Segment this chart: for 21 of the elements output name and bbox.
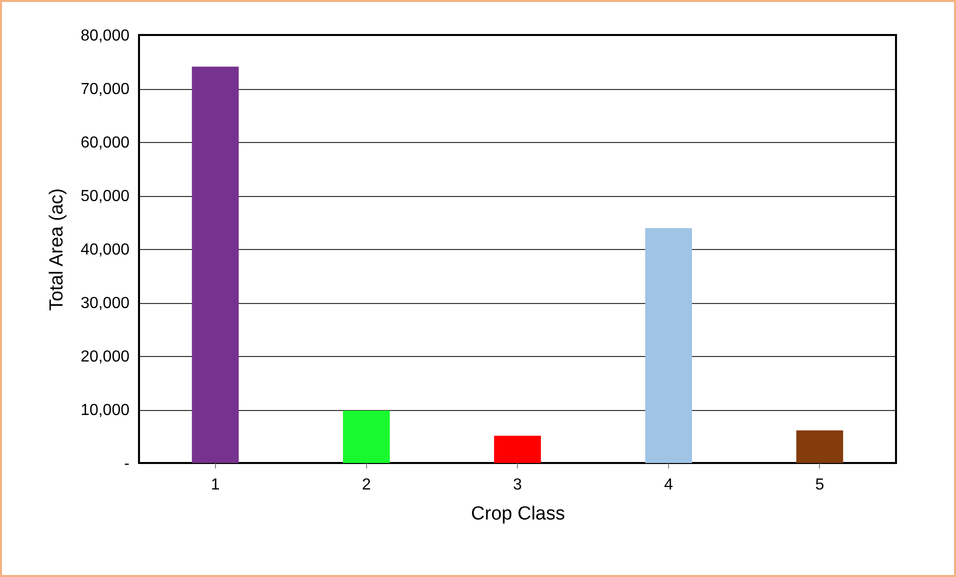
bar [192,66,239,463]
y-tick-label: 50,000 [80,188,130,205]
x-tick-label: 2 [362,476,371,494]
bar [494,436,541,463]
y-tick-label: 80,000 [80,28,130,44]
y-tick-label: 30,000 [80,295,130,312]
bar [342,410,390,463]
y-tick-label: 20,000 [80,348,130,366]
y-tick-label: 10,000 [80,402,130,419]
x-tick-label: 4 [664,476,674,494]
y-axis-title: Total Area (ac) [46,188,68,311]
x-tick-label: 1 [210,476,220,494]
y-tick-label: 60,000 [80,134,130,152]
x-tick-label: 5 [815,476,824,494]
y-tick-label: - [124,456,130,472]
y-tick-label: 70,000 [80,81,130,98]
x-axis-title: Crop Class [471,504,565,524]
bar [645,228,692,463]
x-tick-label: 3 [513,476,522,494]
y-tick-label: 40,000 [80,242,130,258]
bar [796,430,844,463]
